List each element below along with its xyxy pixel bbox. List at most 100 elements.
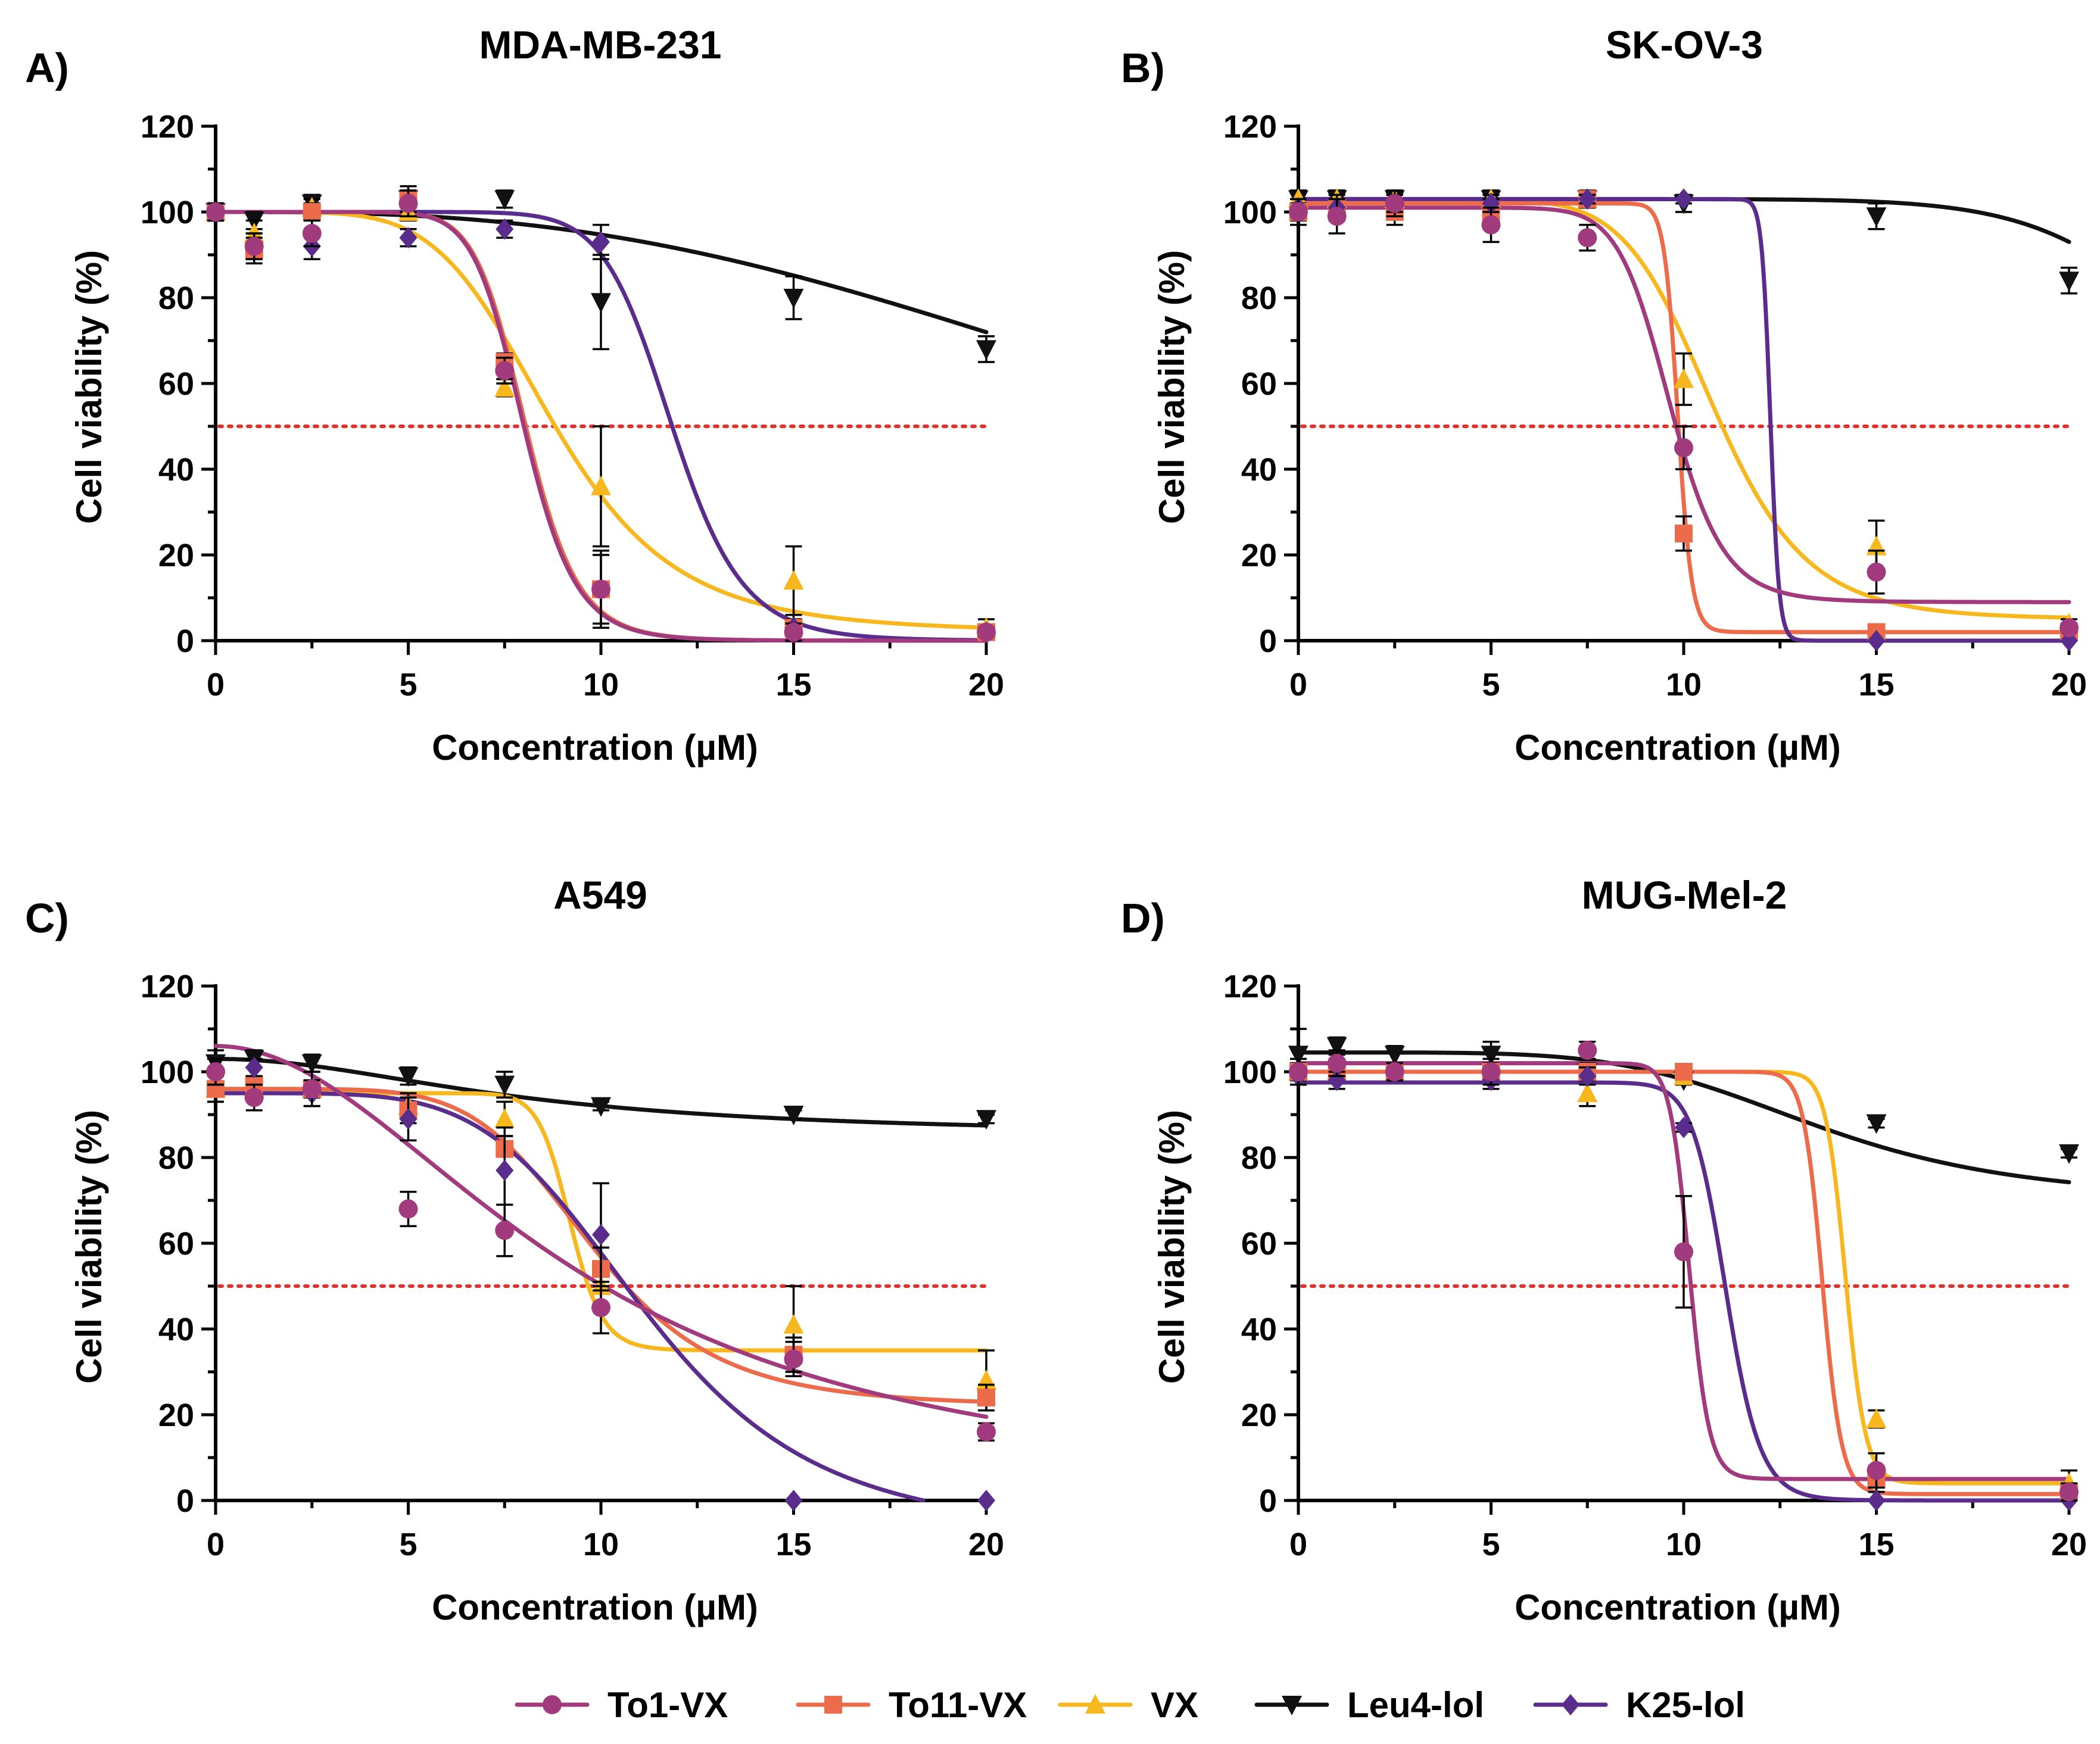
panel-mug-mel-2: D) MUG-Mel-2 0 20 40 60 80 100 120 0 5 10 15 20 Concen…: [1121, 873, 2087, 1627]
data-point-leu4-lol: [591, 293, 611, 313]
legend-item-k25-lol: K25-lol: [1533, 1685, 1745, 1725]
data-point-vx: [494, 1108, 515, 1128]
data-point-k25-lol: [496, 218, 514, 240]
data-point-to11-vx: [1675, 1063, 1693, 1081]
data-point-leu4-lol: [494, 1075, 515, 1096]
data-point-k25-lol: [245, 1056, 263, 1078]
fit-curve-k25-lol: [1296, 196, 2071, 643]
x-tick-label: 5: [399, 667, 417, 703]
data-point-leu4-lol: [976, 340, 996, 360]
series-to1-vx: [1289, 1040, 2079, 1502]
y-axis-label: Cell viability (%): [1152, 1110, 1192, 1384]
legend-item-to11-vx: To11-VX: [796, 1685, 1027, 1725]
x-tick-label: 5: [1482, 667, 1500, 703]
x-tick-label: 15: [775, 1527, 811, 1562]
y-axis-label: Cell viability (%): [1152, 250, 1192, 524]
x-tick-label: 5: [1482, 1527, 1500, 1562]
x-axis-label: Concentration (µM): [432, 728, 758, 768]
x-axis-label: Concentration (µM): [1515, 1587, 1841, 1627]
legend-item-vx: VX: [1058, 1685, 1198, 1725]
legend-label: VX: [1151, 1685, 1198, 1725]
x-axis-label: Concentration (µM): [432, 1587, 758, 1627]
data-point-to1-vx: [784, 1349, 803, 1369]
legend-label: K25-lol: [1626, 1685, 1745, 1725]
y-tick-label: 120: [1223, 969, 1277, 1004]
data-point-to1-vx: [1385, 1062, 1404, 1081]
legend-marker: [543, 1695, 562, 1714]
panel-title: MDA-MB-231: [479, 23, 721, 67]
data-point-k25-lol: [496, 1159, 514, 1181]
panel-letter: B): [1121, 45, 1165, 91]
data-point-to11-vx: [303, 203, 321, 221]
data-point-leu4-lol: [783, 289, 804, 308]
data-point-vx: [494, 377, 515, 397]
y-tick-label: 60: [158, 1226, 194, 1262]
data-point-to1-vx: [1327, 207, 1347, 226]
y-tick-label: 60: [158, 366, 194, 402]
fit-curve-vx: [1296, 196, 2071, 620]
data-point-k25-lol: [1867, 1490, 1886, 1511]
panel-title: MUG-Mel-2: [1582, 873, 1787, 917]
data-point-to1-vx: [1578, 1041, 1597, 1060]
data-point-to1-vx: [1481, 1062, 1501, 1081]
y-tick-label: 20: [1241, 1397, 1277, 1433]
data-point-leu4-lol: [783, 1106, 804, 1125]
legend-label: Leu4-lol: [1347, 1685, 1484, 1725]
x-tick-label: 0: [1289, 1527, 1307, 1562]
data-point-k25-lol: [977, 1490, 995, 1511]
y-tick-label: 80: [158, 1140, 194, 1176]
data-point-vx: [591, 475, 611, 495]
fit-curve-k25-lol: [1296, 1080, 2071, 1503]
data-point-leu4-lol: [2059, 1144, 2079, 1164]
legend-label: To11-VX: [889, 1685, 1027, 1725]
x-tick-label: 20: [968, 667, 1004, 703]
data-point-k25-lol: [592, 1224, 610, 1246]
data-point-k25-lol: [399, 1108, 417, 1130]
legend-marker: [824, 1696, 842, 1714]
y-tick-label: 20: [158, 538, 194, 573]
data-point-k25-lol: [399, 227, 417, 249]
panel-sk-ov-3: B) SK-OV-3 0 20 40 60 80 100 120 0 5 10 15 20 Concentr…: [1121, 23, 2087, 768]
data-point-to1-vx: [495, 1221, 515, 1240]
data-point-to1-vx: [206, 1062, 225, 1081]
series-vx: [1288, 188, 2079, 633]
x-tick-label: 5: [399, 1527, 417, 1562]
panel-letter: A): [25, 45, 69, 91]
data-point-to1-vx: [784, 622, 803, 642]
x-tick-label: 0: [207, 667, 225, 703]
x-tick-label: 10: [1666, 667, 1702, 703]
x-tick-label: 10: [1666, 1527, 1702, 1562]
data-point-to1-vx: [244, 1088, 264, 1107]
data-point-to1-vx: [1867, 1461, 1886, 1480]
data-point-k25-lol: [1578, 1065, 1597, 1087]
y-tick-label: 100: [1223, 195, 1277, 230]
y-tick-label: 60: [1241, 1226, 1277, 1262]
data-point-to1-vx: [591, 579, 610, 599]
data-point-vx: [783, 1314, 804, 1334]
data-point-to1-vx: [1385, 194, 1404, 213]
y-tick-label: 0: [1259, 1483, 1277, 1519]
series-to11-vx: [1289, 190, 2078, 641]
data-point-to1-vx: [302, 224, 322, 243]
data-point-k25-lol: [1675, 1116, 1693, 1138]
y-tick-label: 0: [176, 623, 194, 659]
data-point-k25-lol: [592, 231, 610, 253]
x-axis-label: Concentration (µM): [1515, 728, 1841, 768]
x-tick-label: 10: [583, 1527, 619, 1562]
y-tick-label: 120: [1223, 109, 1277, 145]
legend-marker: [1282, 1696, 1302, 1715]
data-point-leu4-lol: [1326, 1037, 1347, 1057]
y-tick-label: 60: [1241, 366, 1277, 402]
data-point-to1-vx: [244, 236, 264, 256]
y-tick-label: 120: [141, 969, 194, 1004]
data-point-to1-vx: [591, 1298, 610, 1317]
y-tick-label: 40: [158, 1312, 194, 1347]
data-point-leu4-lol: [1288, 1046, 1308, 1066]
x-tick-label: 20: [2051, 1527, 2087, 1562]
legend-item-to1-vx: To1-VX: [515, 1685, 728, 1725]
panel-letter: D): [1121, 895, 1165, 941]
panel-a549: C) A549 0 20 40 60 80 100 120 0 5 10 15 20 Concentrati…: [25, 873, 1004, 1627]
data-point-to1-vx: [1289, 1062, 1308, 1081]
